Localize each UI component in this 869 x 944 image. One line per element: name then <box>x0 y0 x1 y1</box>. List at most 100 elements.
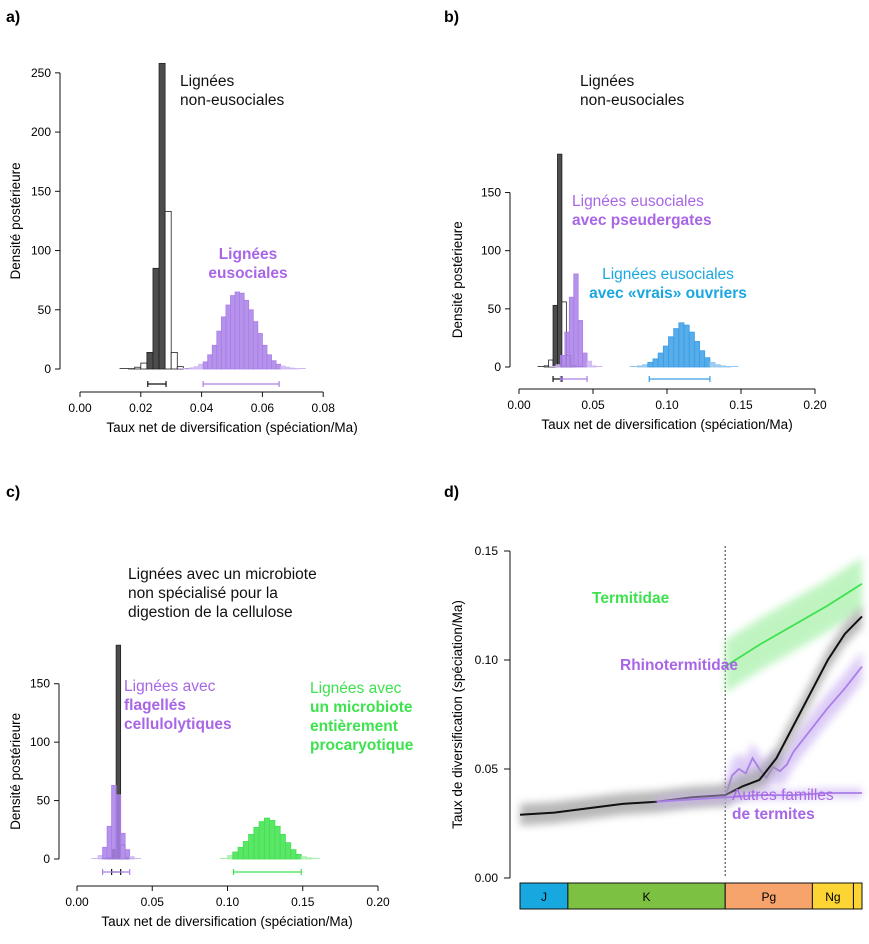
y-tick-label: 50 <box>488 302 502 316</box>
histogram-bar <box>653 359 658 367</box>
histogram-bar <box>637 366 642 367</box>
histogram-bar <box>130 857 135 859</box>
histogram-bar <box>258 333 263 369</box>
x-tick-label: 0.04 <box>190 401 214 415</box>
histogram-bar <box>544 366 548 367</box>
histogram-bar <box>112 785 117 859</box>
y-tick-label: 0.15 <box>475 544 499 558</box>
y-tick-label: 100 <box>30 735 50 749</box>
x-axis-title: Taux net de diversification (spéciation/… <box>101 914 352 929</box>
y-tick-label: 0 <box>44 362 51 376</box>
period-q <box>853 883 862 909</box>
period-label: K <box>643 890 651 904</box>
line-series-0 <box>725 558 862 693</box>
histogram-bar <box>549 360 553 367</box>
y-tick-label: 0.10 <box>475 653 499 667</box>
histogram-bar <box>254 827 259 859</box>
y-tick-label: 50 <box>37 794 51 808</box>
series-1 <box>91 785 141 875</box>
series-2 <box>220 818 320 875</box>
histogram-bar <box>208 355 213 369</box>
histogram-bar <box>553 305 557 367</box>
rate-line <box>725 584 862 667</box>
histogram-bar <box>103 847 108 859</box>
histogram-bar <box>720 366 725 367</box>
histogram-bar <box>243 841 248 859</box>
period-label: Ng <box>825 890 840 904</box>
x-axis-title: Taux net de diversification (spéciation/… <box>106 420 357 435</box>
histogram-bar <box>221 317 226 369</box>
y-tick-label: 100 <box>31 244 51 258</box>
y-tick-label: 0 <box>494 360 501 374</box>
histogram-bar <box>226 305 231 369</box>
x-tick-label: 0.10 <box>655 398 679 412</box>
y-tick-label: 250 <box>31 66 51 80</box>
y-tick-label: 50 <box>38 303 52 317</box>
x-tick-label: 0.05 <box>141 895 165 909</box>
histogram-bar <box>643 365 648 367</box>
histogram-bar <box>694 341 699 367</box>
x-tick-label: 0.05 <box>581 398 605 412</box>
histogram-bar <box>141 363 147 369</box>
series-0 <box>120 63 193 387</box>
x-tick-label: 0.20 <box>366 895 390 909</box>
y-axis-title: Densité postérieure <box>8 713 23 830</box>
series-label: Rhinotermitidae <box>620 657 738 674</box>
histogram-bar <box>249 310 254 369</box>
histogram-bar <box>710 362 715 367</box>
y-tick-label: 0.00 <box>475 871 499 885</box>
y-tick-label: 0.05 <box>475 762 499 776</box>
histogram-bar <box>235 292 240 369</box>
y-tick-label: 200 <box>31 125 51 139</box>
histogram-bar <box>270 820 275 859</box>
panel-d-letter: d) <box>444 484 459 501</box>
histogram-bar <box>592 366 596 367</box>
histogram-bar <box>121 833 126 859</box>
period-label: Pg <box>761 890 776 904</box>
histogram-bar <box>107 826 112 859</box>
histogram-bar <box>285 843 290 859</box>
x-tick-label: 0.02 <box>129 401 153 415</box>
histogram-bar <box>249 834 254 859</box>
histogram-bar <box>658 353 663 367</box>
histogram-bar <box>648 362 653 367</box>
histogram-bar <box>689 332 694 367</box>
x-tick-label: 0.15 <box>729 398 753 412</box>
x-tick-label: 0.08 <box>312 401 336 415</box>
histogram-bar <box>238 847 243 859</box>
histogram-bar <box>587 361 591 367</box>
histogram-bar <box>264 818 269 859</box>
histogram-bar <box>203 362 208 369</box>
histogram-bar <box>230 296 235 369</box>
x-tick-label: 0.20 <box>803 398 827 412</box>
histogram-bar <box>272 361 277 369</box>
histogram-bar <box>281 366 286 369</box>
histogram-bar <box>290 368 295 369</box>
histogram-bar <box>171 352 177 369</box>
histogram-bar <box>212 345 217 369</box>
histogram-bar <box>116 795 121 859</box>
panel-b-letter: b) <box>444 9 459 26</box>
histogram-bar <box>259 822 264 859</box>
x-tick-label: 0.00 <box>507 398 531 412</box>
y-tick-label: 150 <box>31 184 51 198</box>
histogram-bar <box>668 337 673 367</box>
histogram-bar <box>583 353 587 367</box>
histogram-bar <box>228 855 233 859</box>
histogram-bar <box>705 358 710 367</box>
histogram-bar <box>159 63 165 369</box>
histogram-bar <box>199 364 204 369</box>
histogram-bar <box>135 367 141 369</box>
